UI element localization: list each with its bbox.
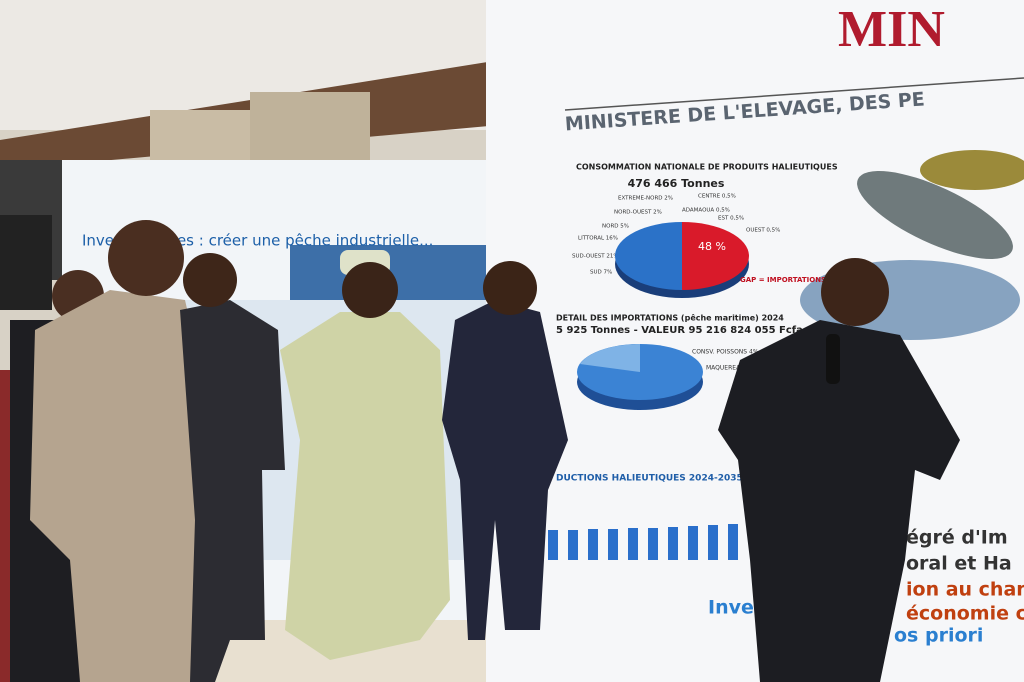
region-label: LITTORAL 16% xyxy=(578,236,618,242)
fish xyxy=(920,150,1024,190)
bar xyxy=(728,524,738,560)
region-label: ADAMAOUA 0,5% xyxy=(682,208,730,214)
person-suit xyxy=(442,300,568,640)
person-suit xyxy=(718,320,960,682)
rule xyxy=(564,77,1024,111)
bar xyxy=(648,528,658,560)
gap-label: GAP = IMPORTATIONS xyxy=(740,276,826,284)
projection-bars xyxy=(548,524,738,560)
slogan-line: os priori xyxy=(894,625,983,647)
microphone xyxy=(826,334,840,384)
region-labels: EXTREME-NORD 2% NORD-OUEST 2% NORD 5% LI… xyxy=(572,194,780,276)
bar xyxy=(628,528,638,560)
bar xyxy=(568,530,578,560)
head xyxy=(483,261,537,315)
person-robe xyxy=(280,312,450,660)
pie-slice xyxy=(682,222,749,290)
imports-label: CONSV. POISSONS 4% xyxy=(692,349,759,356)
region-label: NORD-OUEST 2% xyxy=(614,210,662,216)
people xyxy=(0,220,960,682)
slogan-line: ion au chan xyxy=(906,579,1024,601)
bar xyxy=(608,529,618,560)
region-label: SUD-OUEST 21% xyxy=(572,254,619,260)
bar xyxy=(688,526,698,560)
head xyxy=(183,253,237,307)
region-label: EST 0,5% xyxy=(718,216,744,222)
brand: MIN xyxy=(838,1,945,58)
fish xyxy=(857,171,1013,259)
region-label: NORD 5% xyxy=(602,224,629,230)
region-label: OUEST 0,5% xyxy=(746,228,780,234)
slogan: égré d'Im oral et Ha ion au chan économi… xyxy=(708,527,1024,647)
imports-label: MAQUEREAU 5 xyxy=(706,365,750,372)
bar xyxy=(668,527,678,560)
region-label: EXTREME-NORD 2% xyxy=(618,196,673,202)
productions-title: DUCTIONS HALIEUTIQUES 2024-2035 (tonnes) xyxy=(556,474,789,484)
bar xyxy=(708,525,718,560)
pie-share: 48 % xyxy=(698,240,726,253)
pie-slice xyxy=(580,344,640,372)
bar xyxy=(548,530,558,560)
slogan-line: Inve xyxy=(708,597,754,619)
slogan-line: économie c xyxy=(906,603,1024,625)
slogan-line: égré d'Im xyxy=(906,527,1008,549)
region-label: CENTRE 0,5% xyxy=(698,194,736,200)
imports-detail: 5 925 Tonnes - VALEUR 95 216 824 055 Fcf… xyxy=(556,325,803,336)
speaker xyxy=(0,215,52,310)
head xyxy=(108,220,184,296)
bar xyxy=(588,529,598,560)
slogan-line: oral et Ha xyxy=(906,553,1012,575)
consumption-title: CONSOMMATION NATIONALE DE PRODUITS HALIE… xyxy=(576,163,838,172)
consumption-total: 476 466 Tonnes xyxy=(628,177,725,190)
person-suit xyxy=(180,300,285,682)
person-suit xyxy=(30,290,235,682)
pie-slice xyxy=(615,222,682,290)
head xyxy=(342,262,398,318)
head xyxy=(821,258,889,326)
imports-title: DETAIL DES IMPORTATIONS (pêche maritime)… xyxy=(556,313,784,323)
region-label: SUD 7% xyxy=(590,270,612,276)
